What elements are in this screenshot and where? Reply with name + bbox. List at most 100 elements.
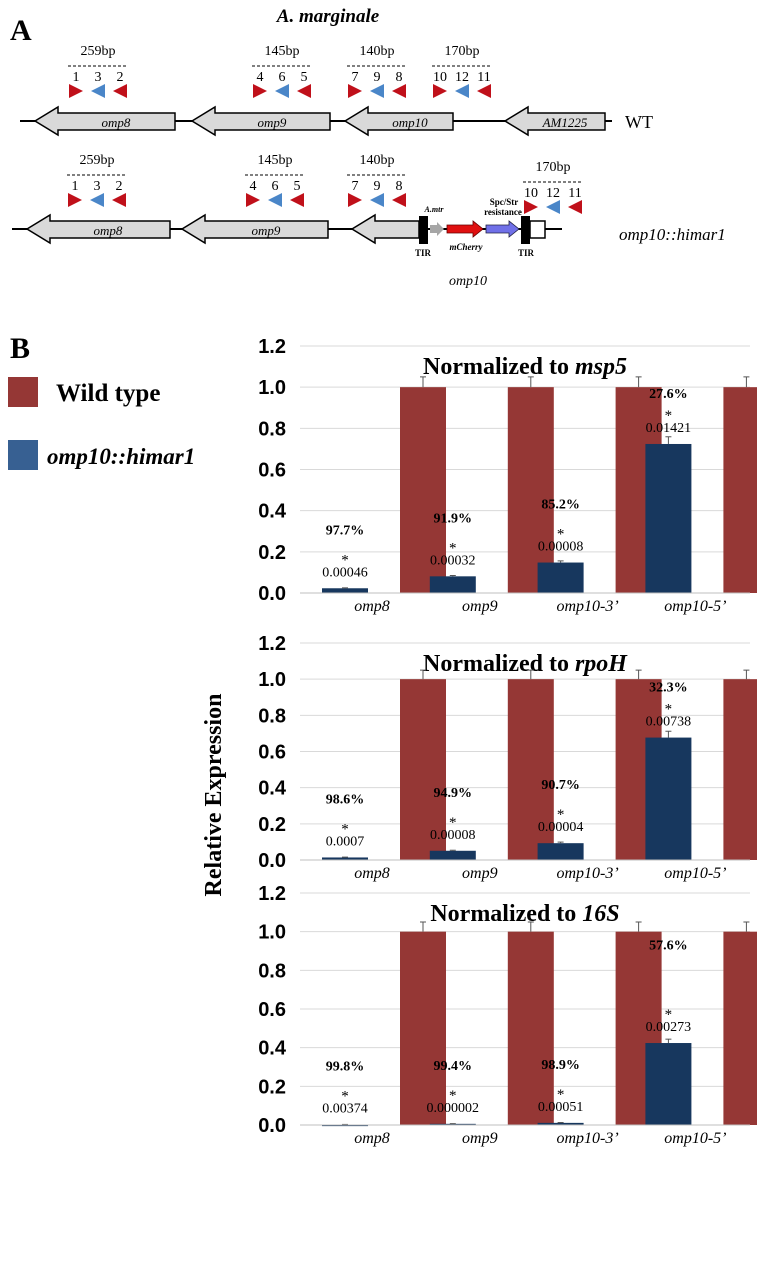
primer-group: 170bp 10 12 11	[523, 160, 583, 214]
amplicon-size-label: 259bp	[80, 153, 115, 168]
bar-mutant	[537, 1122, 584, 1125]
wt-gene-label: omp10	[392, 115, 428, 130]
y-axis-label: Relative Expression	[201, 694, 227, 897]
bar-wild-type	[507, 387, 554, 593]
probe-icon	[370, 84, 384, 98]
percent-reduction-label: 91.9%	[434, 511, 473, 526]
significance-star: *	[665, 702, 673, 718]
x-category-label: omp8	[354, 1130, 390, 1147]
x-category-label: omp10-3’	[556, 1130, 618, 1147]
y-tick-label: 1.2	[258, 883, 286, 905]
primer-number-label: 2	[116, 179, 123, 194]
wt-row-label: WT	[625, 112, 653, 132]
mutant-locus: omp8 omp9 TIR TIR A.mtr mCherry Spc/Str …	[12, 197, 726, 289]
percent-reduction-label: 99.4%	[434, 1059, 473, 1074]
primer-group: 170bp 10 12 11	[432, 44, 492, 98]
bar-wild-type	[723, 931, 757, 1125]
chart-title-prefix: Normalized to	[430, 901, 582, 927]
tir-left-label: TIR	[415, 248, 432, 258]
significance-star: *	[557, 807, 565, 823]
primer-number-label: 7	[352, 70, 359, 85]
x-category-label: omp8	[354, 865, 390, 882]
forward-primer-icon	[348, 84, 362, 98]
p-value-label: 0.00738	[646, 715, 692, 730]
bar-mutant	[645, 1043, 692, 1125]
primer-number-label: 1	[72, 179, 79, 194]
y-tick-label: 0.2	[258, 814, 286, 836]
x-category-label: omp10-5’	[664, 865, 726, 882]
forward-primer-icon	[433, 84, 447, 98]
forward-primer-icon	[253, 84, 267, 98]
reverse-primer-icon	[113, 84, 127, 98]
mut-gene-omp9-arrow	[180, 213, 329, 245]
tir-right-label: TIR	[518, 248, 535, 258]
resistance-label-line1: Spc/Str	[490, 197, 519, 207]
y-tick-label: 0.2	[258, 542, 286, 564]
x-category-label: omp10-5’	[664, 1130, 726, 1147]
p-value-label: 0.00032	[430, 553, 476, 568]
reverse-primer-icon	[568, 200, 582, 214]
chart-title-gene: rpoH	[575, 651, 628, 677]
y-tick-label: 0.4	[258, 501, 287, 523]
forward-primer-icon	[68, 193, 82, 207]
primer-number-label: 12	[546, 186, 560, 201]
primer-number-label: 8	[396, 179, 403, 194]
primer-number-label: 10	[524, 186, 538, 201]
panel-b: B Wild type omp10::himar1 Relative Expre…	[8, 332, 757, 1147]
amplicon-size-label: 145bp	[265, 44, 300, 59]
primer-number-label: 8	[396, 70, 403, 85]
y-tick-label: 1.2	[258, 633, 286, 655]
primer-number-label: 7	[352, 179, 359, 194]
chart-title: Normalized to rpoH	[423, 651, 628, 677]
p-value-label: 0.01421	[646, 421, 692, 436]
percent-reduction-label: 57.6%	[649, 939, 688, 954]
tir-left-box	[419, 216, 428, 244]
x-category-label: omp8	[354, 598, 390, 615]
bar-wild-type	[400, 387, 446, 593]
y-tick-label: 0.0	[258, 850, 286, 872]
reverse-primer-icon	[297, 84, 311, 98]
p-value-label: 0.0007	[326, 834, 365, 849]
probe-icon	[370, 193, 384, 207]
panel-a: A A. marginale omp8 omp9 omp10 AM1225 WT…	[10, 6, 726, 289]
chart-title-prefix: Normalized to	[423, 651, 575, 677]
organism-title: A. marginale	[276, 6, 380, 27]
mut-gene-omp10-arrow	[350, 213, 420, 245]
panel-a-label: A	[10, 14, 32, 47]
mut-gene-label: omp9	[252, 223, 281, 238]
amplicon-size-label: 170bp	[445, 44, 480, 59]
wt-gene-omp10-arrow	[343, 105, 454, 137]
y-tick-label: 1.0	[258, 669, 286, 691]
bar-wild-type	[400, 931, 446, 1125]
significance-star: *	[449, 540, 457, 556]
y-tick-label: 1.2	[258, 336, 286, 358]
y-tick-label: 0.4	[258, 1038, 287, 1060]
x-category-label: omp10-5’	[664, 598, 726, 615]
percent-reduction-label: 98.9%	[541, 1058, 580, 1073]
forward-primer-icon	[348, 193, 362, 207]
significance-star: *	[449, 1088, 457, 1104]
amplicon-size-label: 140bp	[360, 153, 395, 168]
probe-icon	[275, 84, 289, 98]
x-category-label: omp9	[462, 598, 498, 615]
wt-gene-label: omp9	[258, 115, 287, 130]
x-category-label: omp10-3’	[556, 598, 618, 615]
significance-star: *	[341, 821, 349, 837]
chart-title: Normalized to 16S	[430, 901, 619, 927]
probe-icon	[546, 200, 560, 214]
bar-wild-type	[400, 679, 446, 860]
bar-wild-type	[723, 679, 757, 860]
chart-title: Normalized to msp5	[423, 354, 627, 380]
bar-mutant	[322, 588, 368, 593]
bar-mutant	[645, 443, 692, 593]
y-tick-label: 1.0	[258, 377, 286, 399]
x-category-label: omp9	[462, 1130, 498, 1147]
primer-number-label: 12	[455, 70, 469, 85]
primer-number-label: 10	[433, 70, 447, 85]
chart-title-gene: msp5	[575, 354, 627, 380]
chart-title-gene: 16S	[582, 901, 619, 927]
primer-number-label: 3	[94, 179, 101, 194]
percent-reduction-label: 90.7%	[541, 778, 580, 793]
